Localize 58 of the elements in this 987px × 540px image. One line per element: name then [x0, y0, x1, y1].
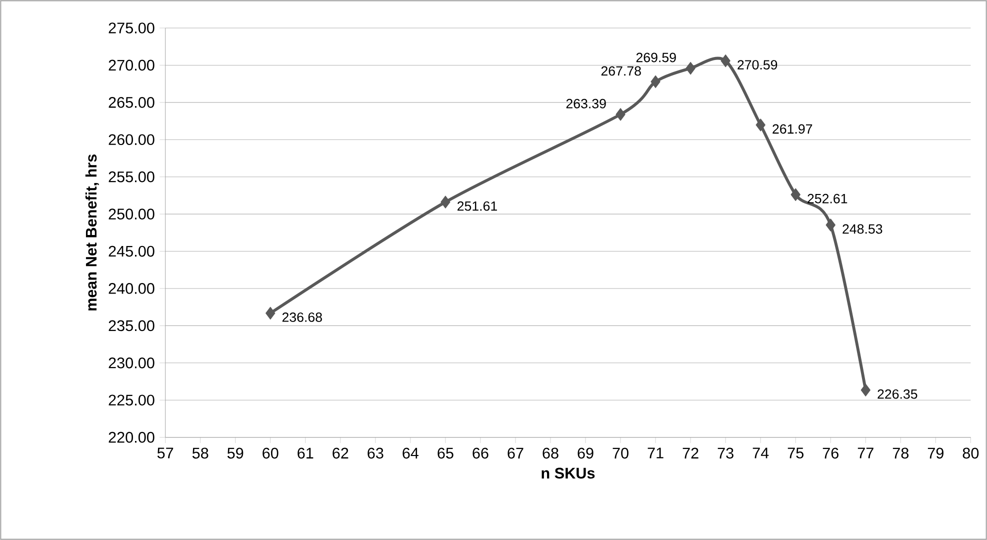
y-tick-label: 235.00 [108, 320, 154, 332]
x-tick-label: 75 [788, 448, 804, 458]
y-tick-label: 265.00 [108, 96, 154, 108]
point [720, 54, 730, 68]
y-tick-label: 255.00 [108, 171, 154, 182]
data-label: 251.61 [458, 201, 497, 211]
y-tick-label: 225.00 [108, 394, 154, 406]
point [650, 75, 660, 88]
x-axis-title: n SKUs [542, 468, 595, 479]
x-tick-label: 79 [928, 448, 944, 459]
x-tick-label: 64 [402, 448, 419, 459]
x-tick-label: 78 [892, 448, 909, 459]
data-label: 269.59 [636, 52, 676, 62]
point [790, 188, 800, 201]
x-tick-label: 58 [192, 448, 208, 459]
x-tick-label: 76 [822, 448, 838, 459]
data-label: 261.97 [772, 124, 812, 134]
x-tick-label: 74 [752, 448, 769, 458]
y-axis-title: mean Net Benefit, hrs [85, 154, 99, 310]
x-tick-label: 68 [542, 448, 558, 459]
y-tick-label: 275.00 [108, 22, 154, 34]
data-label: 252.61 [808, 194, 848, 204]
point [616, 108, 626, 121]
x-tick-label: 63 [368, 448, 384, 459]
x-tick-label: 80 [962, 448, 979, 459]
y-tick-label: 230.00 [108, 357, 154, 368]
x-tick-label: 65 [438, 448, 454, 459]
x-tick-label: 73 [718, 448, 734, 459]
x-tick-label: 57 [157, 448, 174, 458]
data-label: 236.68 [282, 312, 322, 322]
x-tick-label: 66 [472, 448, 488, 459]
data-label: 248.53 [842, 224, 882, 234]
point [826, 218, 836, 232]
x-tick-label: 69 [578, 448, 594, 459]
y-tick-label: 220.00 [108, 432, 154, 443]
x-tick-label: 60 [262, 448, 278, 459]
x-tick-label: 70 [612, 448, 628, 459]
point [440, 196, 450, 208]
x-tick-label: 71 [648, 448, 664, 458]
x-tick-label: 77 [858, 448, 874, 458]
y-tick-label: 270.00 [108, 60, 154, 71]
y-tick-label: 250.00 [108, 208, 154, 220]
y-tick-label: 240.00 [108, 283, 154, 294]
point [686, 62, 696, 75]
data-label: 263.39 [566, 98, 606, 108]
data-label: 267.78 [601, 66, 641, 76]
x-tick-label: 67 [508, 448, 524, 459]
x-tick-label: 59 [227, 448, 244, 459]
data-label: 270.59 [738, 60, 778, 70]
x-tick-label: 61 [298, 448, 314, 459]
y-tick-label: 260.00 [108, 134, 154, 146]
point [266, 306, 276, 320]
data-label: 226.35 [878, 389, 918, 399]
point [860, 384, 870, 396]
point [756, 118, 766, 132]
x-tick-label: 72 [682, 448, 698, 458]
y-tick-label: 245.00 [108, 246, 154, 257]
x-tick-label: 62 [332, 448, 348, 459]
